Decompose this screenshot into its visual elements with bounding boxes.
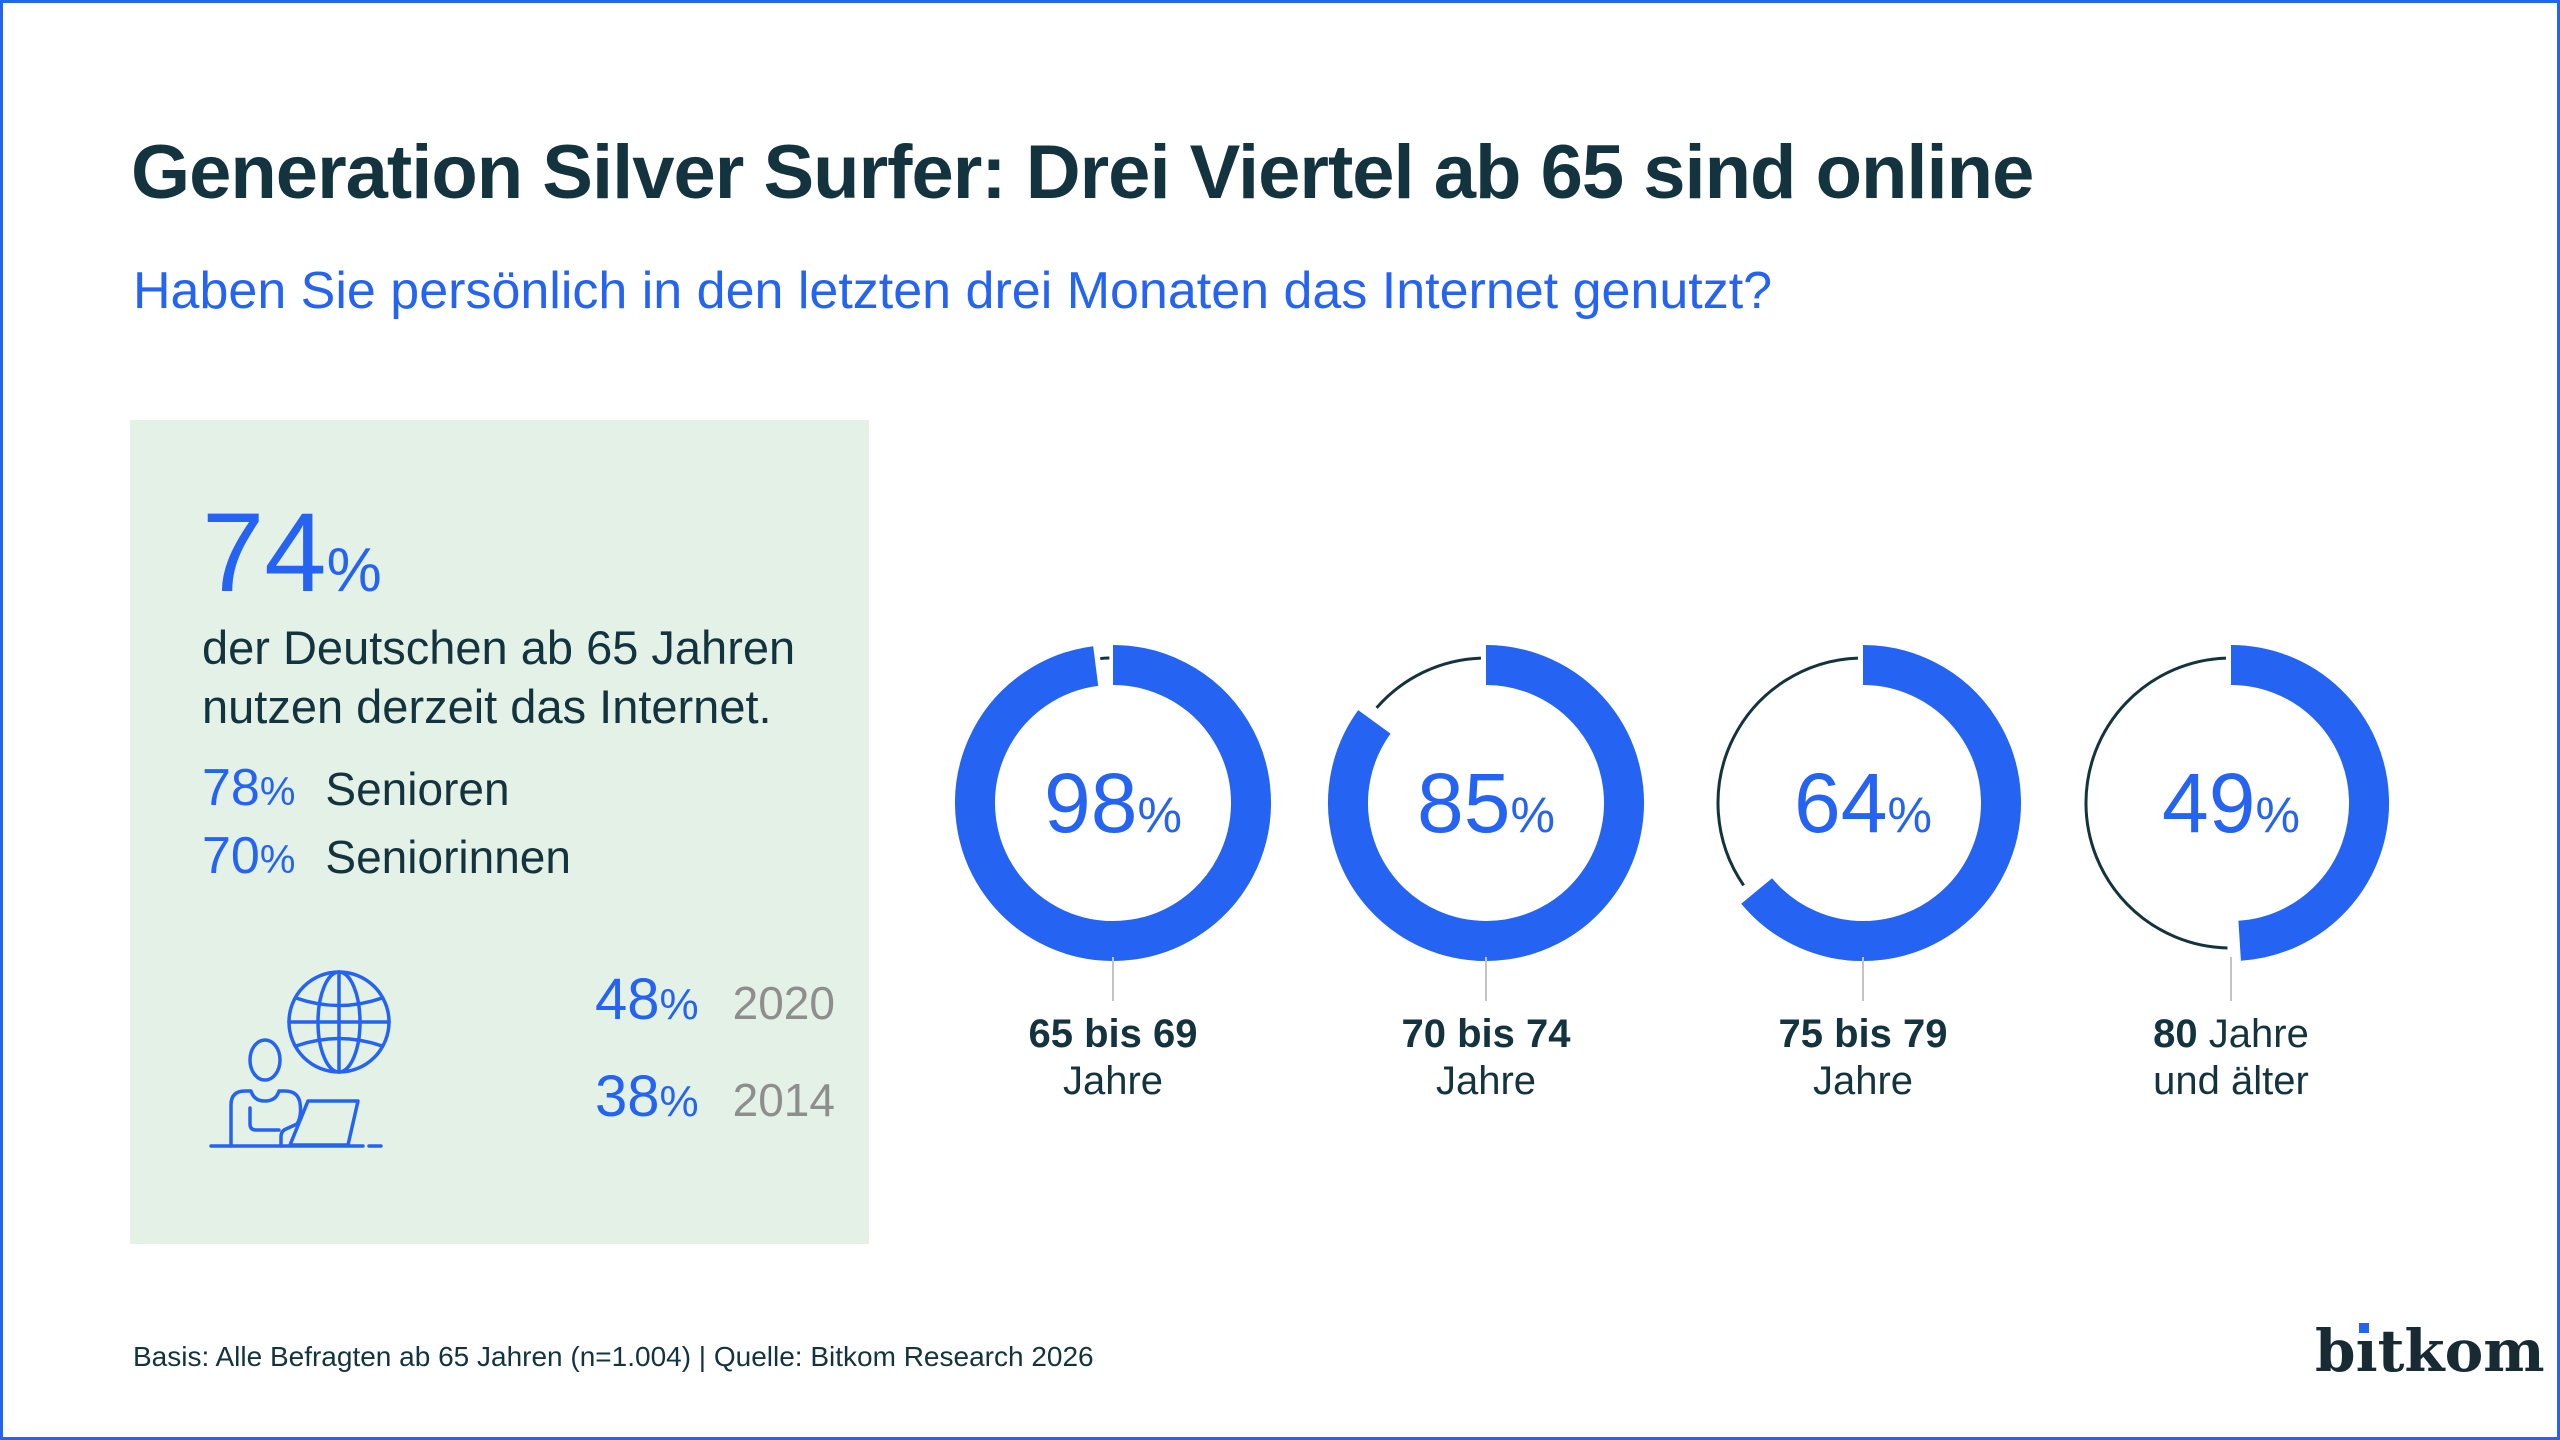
breakdown-unit: % [259,770,296,814]
person-head [248,1038,282,1082]
page-subtitle: Haben Sie persönlich in den letzten drei… [133,262,1773,320]
donut-label: 80 Jahre und älter [2153,1012,2309,1103]
donut-value: 64 [1794,755,1888,850]
summary-description-line1: der Deutschen ab 65 Jahren [202,621,796,674]
donut-unit: % [1887,786,1932,843]
page-title: Generation Silver Surfer: Drei Viertel a… [131,130,2034,215]
summary-headline: 74% [202,488,382,617]
donut-ring [2084,645,2389,961]
donut-chart-65-69: 98% 65 bis 69 Jahre [953,643,1273,1103]
donut-value: 49 [2162,755,2256,850]
summary-box: 74% der Deutschen ab 65 Jahren nutzen der… [130,420,869,1244]
summary-description: der Deutschen ab 65 Jahren nutzen derzeit… [202,618,795,736]
summary-description-line2: nutzen derzeit das Internet. [202,680,772,733]
donut-unit: % [1137,786,1182,843]
history-value: 48 [595,967,660,1032]
donut-label: 65 bis 69 Jahre [1028,1012,1198,1103]
bitkom-logo: bı tkom [2315,1317,2545,1385]
donut-unit: % [1510,786,1555,843]
breakdown-unit: % [259,838,296,882]
donut-ring [1716,645,2021,961]
breakdown-row-senioren: 78% Senioren [202,758,510,818]
history-unit: % [659,1077,699,1126]
history-unit: % [659,980,699,1029]
history-year: 2014 [732,1074,835,1126]
donut-connector-line [2230,957,2232,1001]
logo-i-dot [2358,1323,2369,1333]
source-note: Basis: Alle Befragten ab 65 Jahren (n=1.… [133,1341,1094,1372]
summary-headline-unit: % [326,536,382,605]
breakdown-value: 78 [202,759,260,817]
donut-label: 70 bis 74 Jahre [1401,1012,1571,1103]
history-row-2020: 48% 2020 [595,966,835,1033]
senior-laptop-globe-icon [209,970,391,1148]
donut-label: 75 bis 79 Jahre [1778,1012,1948,1103]
donut-chart-80-plus: 49% 80 Jahre und älter [2071,643,2391,1103]
donut-connector-line [1862,957,1864,1001]
donut-unit: % [2255,786,2300,843]
breakdown-value: 70 [202,827,260,885]
donut-value: 98 [1044,755,1138,850]
donut-chart-70-74: 85% 70 bis 74 Jahre [1326,643,1646,1103]
donut-ring [1328,645,1644,961]
history-year: 2020 [732,977,835,1029]
donut-connector-line [1485,957,1487,1001]
summary-headline-value: 74 [202,490,327,615]
person-body [229,1089,303,1148]
donut-value: 85 [1417,755,1511,850]
history-value: 38 [595,1064,660,1129]
donut-connector-line [1112,957,1114,1001]
donut-chart-75-79: 64% 75 bis 79 Jahre [1703,643,2023,1103]
breakdown-row-seniorinnen: 70% Seniorinnen [202,826,571,886]
breakdown-label: Seniorinnen [325,831,571,883]
breakdown-label: Senioren [325,763,510,815]
donut-ring [955,645,1271,961]
history-row-2014: 38% 2014 [595,1063,835,1130]
